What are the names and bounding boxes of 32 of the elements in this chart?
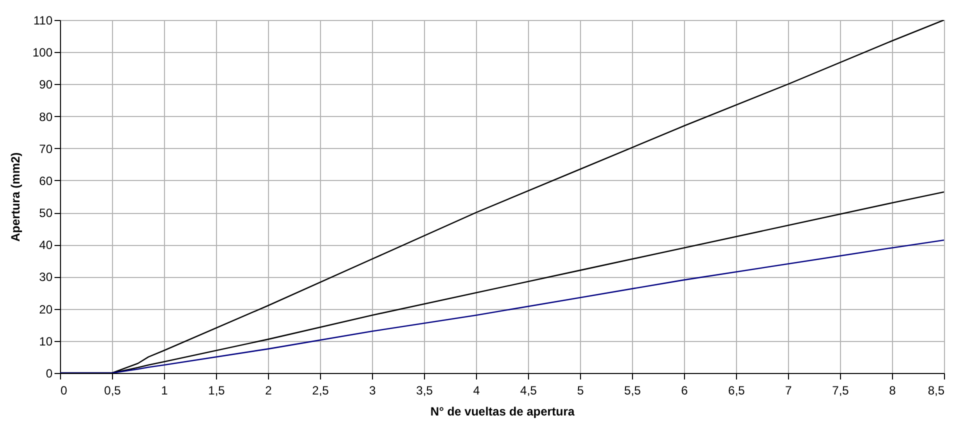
x-tick-label: 2 [265,384,272,398]
x-tick-label: 4 [473,384,480,398]
x-tick-label: 7 [785,384,792,398]
x-tick-label: 5 [577,384,584,398]
y-tick-label: 10 [39,334,53,348]
x-tick-label: 1 [161,384,168,398]
x-tick-label: 8,5 [928,384,945,398]
y-tick-label: 50 [39,206,53,220]
y-tick-label: 30 [39,270,53,284]
x-tick-label: 0,5 [104,384,122,398]
x-tick-label: 3,5 [416,384,434,398]
x-tick-label: 3 [369,384,376,398]
x-tick-label: 4,5 [520,384,538,398]
x-tick-label: 6,5 [728,384,746,398]
x-axis-title: N° de vueltas de apertura [430,404,575,418]
x-tick-label: 1,5 [208,384,226,398]
y-tick-label: 40 [39,238,53,252]
y-tick-label: 20 [39,302,53,316]
y-tick-label: 110 [33,14,53,28]
x-tick-label: 8 [889,384,896,398]
x-tick-label: 0 [60,384,68,398]
y-tick-label: 0 [46,366,53,380]
x-tick-label: 5,5 [624,384,642,398]
x-tick-label: 7,5 [832,384,850,398]
y-tick-label: 80 [39,110,53,124]
y-tick-label: 90 [39,78,53,92]
y-axis-title: Apertura (mm2) [8,152,22,242]
x-tick-label: 6 [681,384,688,398]
x-tick-label: 2,5 [312,384,330,398]
y-tick-label: 100 [32,46,53,60]
y-tick-label: 70 [39,142,53,156]
y-tick-label: 60 [39,174,53,188]
